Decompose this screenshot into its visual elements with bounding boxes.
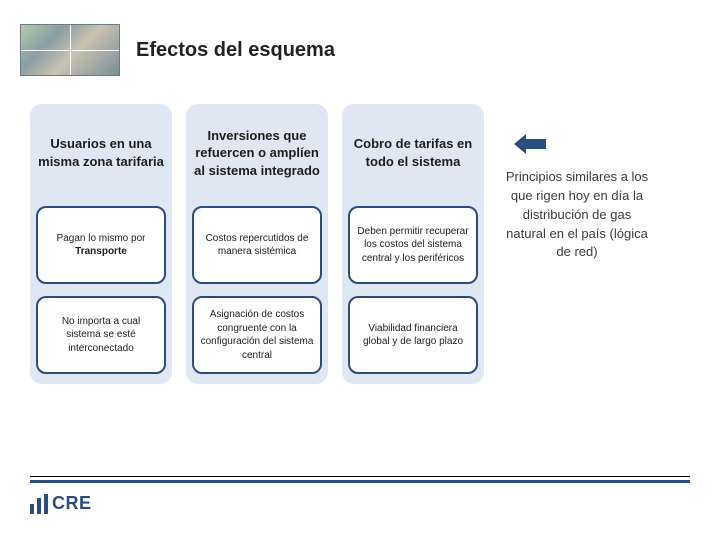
column-2-header: Inversiones que refuercen o amplíen al s… [192, 112, 322, 194]
slide-title: Efectos del esquema [136, 39, 335, 62]
column-1-cell-1: Pagan lo mismo por Transporte [36, 206, 166, 284]
side-note-text: Principios similares a los que rigen hoy… [502, 168, 652, 262]
columns-container: Usuarios en una misma zona tarifaria Pag… [30, 104, 484, 384]
cre-logo: CRE [30, 493, 690, 514]
column-3-header: Cobro de tarifas en todo el sistema [348, 112, 478, 194]
column-1-cell-2: No importa a cual sistema se esté interc… [36, 296, 166, 374]
cell-text: Pagan lo mismo por Transporte [44, 232, 158, 259]
cell-text: Costos repercutidos de manera sistémica [200, 232, 314, 259]
side-note: Principios similares a los que rigen hoy… [502, 132, 652, 262]
slide-footer: CRE [0, 476, 720, 514]
column-3: Cobro de tarifas en todo el sistema Debe… [342, 104, 484, 384]
header-image-collage [20, 24, 120, 76]
cell-text: Viabilidad financiera global y de largo … [356, 322, 470, 349]
cell-text: Asignación de costos congruente con la c… [200, 308, 314, 362]
cell-text: Deben permitir recuperar los costos del … [356, 225, 470, 266]
cell-text: No importa a cual sistema se esté interc… [44, 315, 158, 356]
column-3-cell-2: Viabilidad financiera global y de largo … [348, 296, 478, 374]
column-2-cell-2: Asignación de costos congruente con la c… [192, 296, 322, 374]
column-2-cell-1: Costos repercutidos de manera sistémica [192, 206, 322, 284]
column-3-cell-1: Deben permitir recuperar los costos del … [348, 206, 478, 284]
logo-text: CRE [52, 493, 92, 514]
logo-bars-icon [30, 494, 48, 514]
column-2: Inversiones que refuercen o amplíen al s… [186, 104, 328, 384]
footer-rule-thin [30, 476, 690, 477]
footer-rule-thick [30, 480, 690, 483]
arrow-left-icon [514, 132, 546, 158]
column-1: Usuarios en una misma zona tarifaria Pag… [30, 104, 172, 384]
main-content: Usuarios en una misma zona tarifaria Pag… [0, 76, 720, 384]
slide-header: Efectos del esquema [0, 0, 720, 76]
column-1-header: Usuarios en una misma zona tarifaria [36, 112, 166, 194]
